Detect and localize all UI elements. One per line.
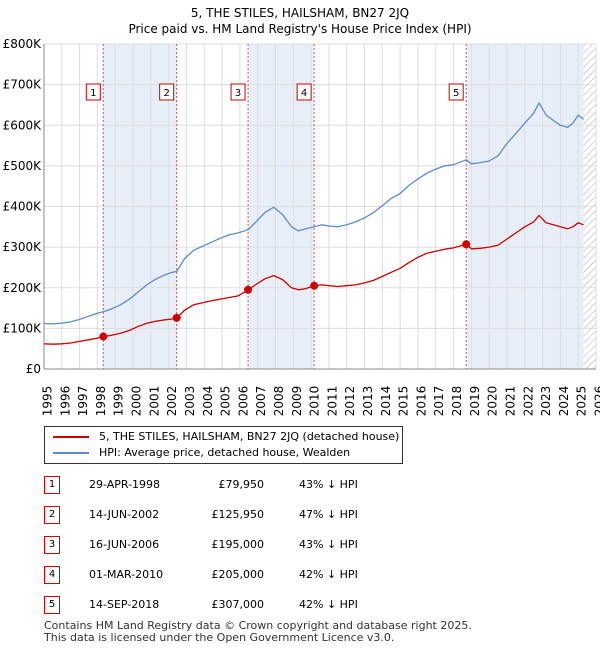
x-tick-label: 2018 xyxy=(450,386,464,417)
sale-marker-dot xyxy=(99,332,108,341)
transaction-hpi: 43% ↓ HPI xyxy=(299,478,358,491)
y-tick-label: £600K xyxy=(3,118,43,132)
x-tick-label: 1998 xyxy=(94,386,108,417)
transaction-number: 4 xyxy=(44,566,60,584)
y-tick-label: £200K xyxy=(3,281,43,295)
legend-label-property: 5, THE STILES, HAILSHAM, BN27 2JQ (detac… xyxy=(99,430,400,443)
x-tick-label: 2019 xyxy=(468,386,482,417)
x-tick-label: 2020 xyxy=(486,386,500,417)
y-tick-label: £300K xyxy=(3,240,43,254)
table-row: 2 14-JUN-2002 £125,950 47% ↓ HPI xyxy=(44,506,444,524)
transaction-number: 1 xyxy=(44,476,60,494)
footer-copyright: Contains HM Land Registry data © Crown c… xyxy=(44,619,472,632)
chart-title-line1: 5, THE STILES, HAILSHAM, BN27 2JQ xyxy=(190,6,410,20)
transaction-price: £79,950 xyxy=(218,478,265,491)
x-tick-label: 2010 xyxy=(308,386,322,417)
sale-marker-dot xyxy=(462,240,471,249)
transaction-hpi: 43% ↓ HPI xyxy=(299,538,358,551)
x-tick-label: 2001 xyxy=(147,386,161,417)
x-tick-label: 1995 xyxy=(41,386,55,417)
x-tick-label: 2013 xyxy=(361,386,375,417)
sale-marker-dot xyxy=(244,285,253,294)
x-tick-label: 2022 xyxy=(521,386,535,417)
transaction-date: 14-JUN-2002 xyxy=(89,508,160,521)
x-tick-label: 2002 xyxy=(165,386,179,417)
x-tick-label: 2000 xyxy=(130,386,144,417)
transaction-hpi: 47% ↓ HPI xyxy=(299,508,358,521)
transaction-hpi: 42% ↓ HPI xyxy=(299,568,358,581)
y-tick-label: £500K xyxy=(3,159,43,173)
y-tick-label: £400K xyxy=(3,200,43,214)
x-tick-label: 2023 xyxy=(539,386,553,417)
transaction-price: £195,000 xyxy=(211,538,265,551)
hpi-line xyxy=(43,102,584,325)
x-tick-label: 1996 xyxy=(58,386,72,417)
sale-marker-box xyxy=(448,83,464,101)
transaction-number: 3 xyxy=(44,536,60,554)
transaction-date: 16-JUN-2006 xyxy=(89,538,160,551)
x-tick-label: 2026 xyxy=(593,386,600,417)
transaction-number: 2 xyxy=(44,506,60,524)
legend: 5, THE STILES, HAILSHAM, BN27 2JQ (detac… xyxy=(44,426,403,464)
y-tick-label: £700K xyxy=(3,78,43,92)
x-tick-label: 2016 xyxy=(414,386,428,417)
transaction-date: 14-SEP-2018 xyxy=(89,598,160,611)
x-tick-label: 2024 xyxy=(557,386,571,417)
footer-licence: This data is licensed under the Open Gov… xyxy=(44,631,395,644)
sale-marker-dot xyxy=(172,313,181,322)
transaction-price: £125,950 xyxy=(211,508,265,521)
sale-marker-dot xyxy=(310,281,319,290)
chart-title-line2: Price paid vs. HM Land Registry's House … xyxy=(128,22,472,36)
transaction-hpi: 42% ↓ HPI xyxy=(299,598,358,611)
sale-marker-box xyxy=(230,83,246,101)
legend-item-hpi: HPI: Average price, detached house, Weal… xyxy=(53,445,350,461)
transaction-date: 29-APR-1998 xyxy=(89,478,161,491)
x-tick-label: 2021 xyxy=(503,386,517,417)
table-row: 3 16-JUN-2006 £195,000 43% ↓ HPI xyxy=(44,536,444,554)
transaction-number: 5 xyxy=(44,596,60,614)
x-tick-label: 2017 xyxy=(432,386,446,417)
legend-label-hpi: HPI: Average price, detached house, Weal… xyxy=(99,446,351,459)
x-tick-label: 1999 xyxy=(112,386,126,417)
y-tick-label: £0 xyxy=(26,362,41,376)
x-tick-label: 2003 xyxy=(183,386,197,417)
sale-marker-label: 2 xyxy=(163,88,169,99)
price-chart: 1 2 3 4 5 £0 £100K £200K £300K £400K £500K £600K £7… xyxy=(3,37,600,417)
footer: Contains HM Land Registry data © Crown c… xyxy=(44,620,472,644)
sale-marker-box xyxy=(159,83,175,101)
legend-swatch-property xyxy=(53,436,89,438)
sale-marker-box xyxy=(296,83,312,101)
transaction-price: £205,000 xyxy=(211,568,265,581)
x-tick-label: 2025 xyxy=(575,386,589,417)
sale-marker-label: 4 xyxy=(301,88,307,99)
x-tick-label: 2008 xyxy=(272,386,286,417)
table-row: 4 01-MAR-2010 £205,000 42% ↓ HPI xyxy=(44,566,444,584)
legend-swatch-hpi xyxy=(53,452,89,454)
x-tick-label: 2015 xyxy=(397,386,411,417)
x-tick-label: 2009 xyxy=(290,386,304,417)
x-tick-label: 2005 xyxy=(219,386,233,417)
sale-marker-label: 1 xyxy=(90,88,96,99)
table-row: 1 29-APR-1998 £79,950 43% ↓ HPI xyxy=(44,476,444,494)
sale-marker-label: 3 xyxy=(235,88,241,99)
sale-marker-label: 5 xyxy=(453,88,459,99)
transaction-date: 01-MAR-2010 xyxy=(89,568,164,581)
y-tick-label: £100K xyxy=(3,321,43,335)
x-tick-label: 2006 xyxy=(236,386,250,417)
legend-item-property: 5, THE STILES, HAILSHAM, BN27 2JQ (detac… xyxy=(53,429,399,445)
x-tick-label: 1997 xyxy=(76,386,90,417)
x-tick-label: 2012 xyxy=(343,386,357,417)
sale-marker-box xyxy=(85,83,101,101)
y-tick-label: £800K xyxy=(3,37,43,51)
transaction-price: £307,000 xyxy=(211,598,265,611)
table-row: 5 14-SEP-2018 £307,000 42% ↓ HPI xyxy=(44,596,444,614)
x-tick-label: 2011 xyxy=(325,386,339,417)
x-tick-label: 2004 xyxy=(201,386,215,417)
x-tick-label: 2007 xyxy=(254,386,268,417)
x-tick-label: 2014 xyxy=(379,386,393,417)
